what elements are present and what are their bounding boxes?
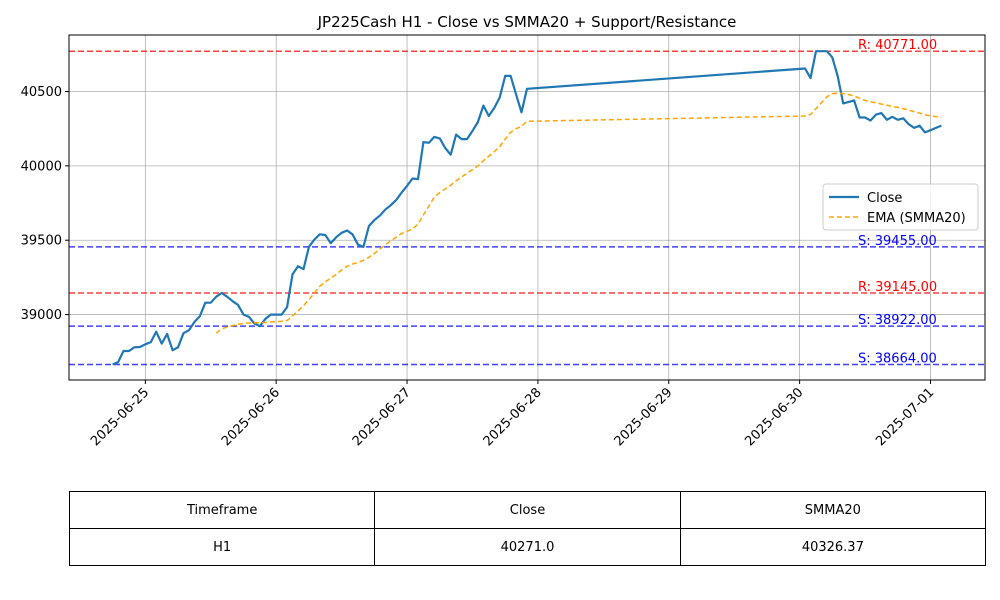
summary-table: Timeframe Close SMMA20 H1 40271.0 40326.… (68, 491, 987, 566)
legend: Close EMA (SMMA20) (822, 183, 979, 231)
legend-label-close: Close (867, 191, 902, 206)
y-axis: 39000 39500 40000 40500 (21, 85, 69, 323)
header-timeframe: Timeframe (68, 491, 376, 529)
support-label: S: 38922.00 (858, 313, 937, 328)
summary-data-row: H1 40271.0 40326.37 (68, 528, 987, 566)
cell-smma20: 40326.37 (679, 528, 987, 566)
cell-timeframe: H1 (68, 528, 376, 566)
level-labels: R: 40771.00 S: 39455.00 R: 39145.00 S: 3892… (858, 38, 937, 366)
x-tick-label: 2025-06-28 (481, 385, 545, 449)
legend-box (822, 183, 979, 231)
grid (69, 35, 985, 380)
x-tick-label: 2025-06-30 (742, 385, 806, 449)
chart-title: JP225Cash H1 - Close vs SMMA20 + Support… (317, 13, 737, 31)
series-lines (112, 50, 942, 366)
support-label: S: 39455.00 (858, 234, 937, 249)
y-tick-label: 39000 (21, 308, 62, 323)
support-label: S: 38664.00 (858, 352, 937, 367)
x-tick-label: 2025-06-29 (612, 385, 676, 449)
cell-close: 40271.0 (374, 528, 681, 566)
resistance-label: R: 39145.00 (858, 280, 937, 295)
resistance-label: R: 40771.00 (858, 38, 937, 53)
chart: JP225Cash H1 - Close vs SMMA20 + Support… (21, 13, 986, 449)
header-close: Close (374, 491, 681, 529)
y-tick-label: 39500 (21, 234, 62, 249)
header-smma20: SMMA20 (679, 491, 987, 529)
x-axis: 2025-06-25 2025-06-26 2025-06-27 2025-06-28… (88, 380, 937, 449)
close-line (112, 50, 942, 366)
x-tick-label: 2025-06-25 (88, 385, 152, 449)
summary-header-row: Timeframe Close SMMA20 (68, 491, 987, 529)
x-tick-label: 2025-06-26 (219, 385, 283, 449)
y-tick-label: 40000 (21, 159, 62, 174)
plot-frame (68, 34, 986, 381)
y-tick-label: 40500 (21, 85, 62, 100)
x-tick-label: 2025-06-27 (350, 385, 414, 449)
smma20-line (215, 92, 942, 334)
x-tick-label: 2025-07-01 (873, 385, 937, 449)
legend-label-smma: EMA (SMMA20) (867, 211, 966, 226)
